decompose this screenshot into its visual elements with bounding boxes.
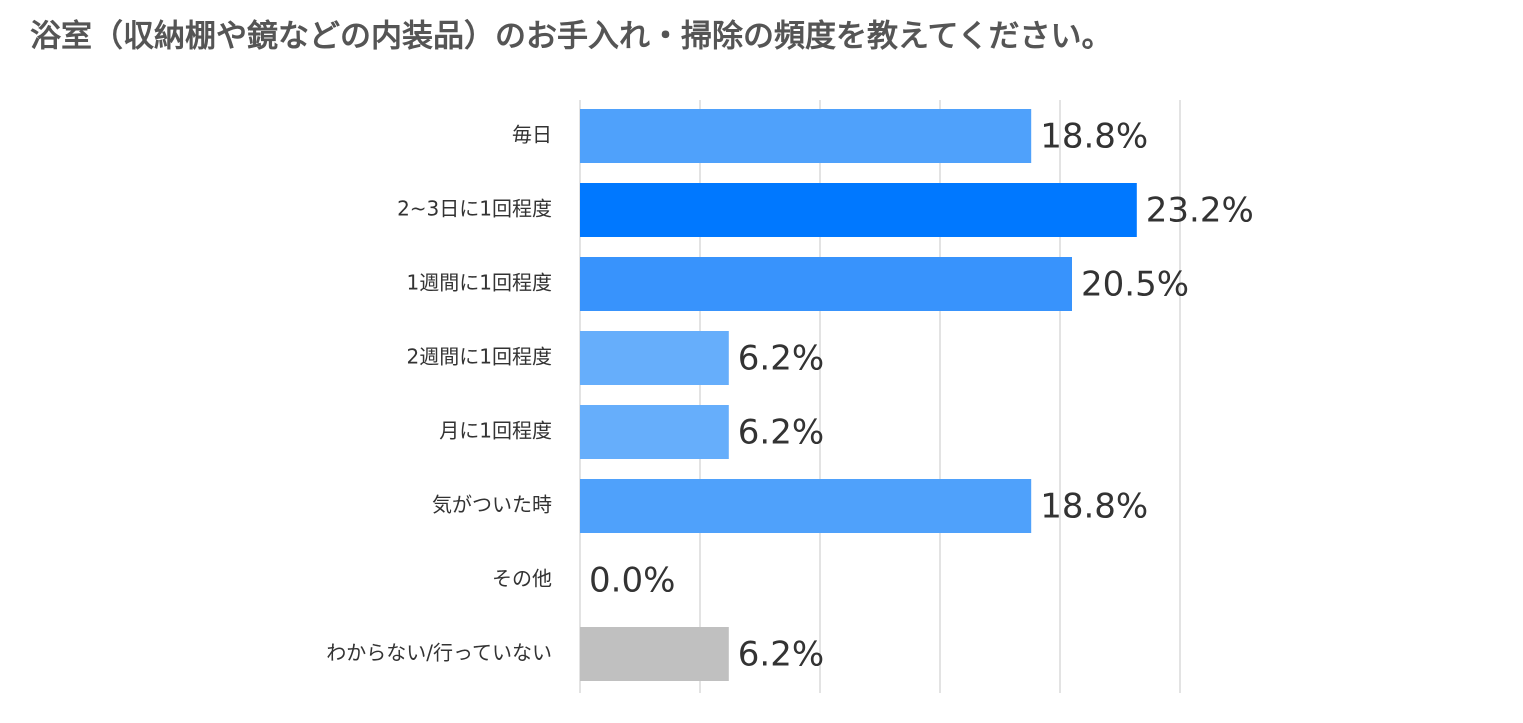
category-label: 気がついた時	[432, 493, 552, 517]
value-label: 6.2%	[738, 635, 824, 675]
category-label: 2~3日に1回程度	[397, 197, 552, 221]
value-label: 18.8%	[1040, 487, 1148, 527]
category-label: 1週間に1回程度	[407, 271, 552, 295]
value-label: 18.8%	[1040, 117, 1148, 157]
bar	[580, 405, 729, 459]
bar	[580, 479, 1032, 533]
category-label: 毎日	[512, 123, 552, 147]
bar	[580, 183, 1137, 237]
value-label: 6.2%	[738, 339, 824, 379]
category-label: その他	[492, 567, 552, 591]
value-label: 6.2%	[738, 413, 824, 453]
bar	[580, 257, 1072, 311]
value-label: 20.5%	[1081, 265, 1189, 305]
category-label: 2週間に1回程度	[407, 345, 552, 369]
bar	[580, 627, 729, 681]
bar	[580, 109, 1032, 163]
bar	[580, 331, 729, 385]
chart-title: 浴室（収納棚や鏡などの内装品）のお手入れ・掃除の頻度を教えてください。	[30, 19, 1113, 55]
value-label: 23.2%	[1146, 191, 1254, 231]
category-label: 月に1回程度	[439, 419, 552, 443]
value-label: 0.0%	[589, 561, 675, 601]
category-label: わからない/行っていない	[326, 641, 552, 665]
